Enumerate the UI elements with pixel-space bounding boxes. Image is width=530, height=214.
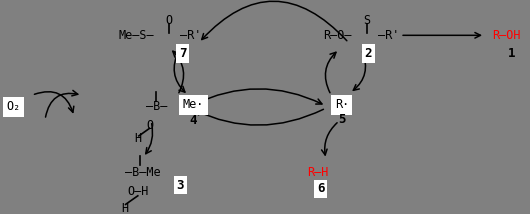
Text: –B–: –B– <box>146 101 167 113</box>
Text: 6: 6 <box>317 183 324 195</box>
Text: Me–S–: Me–S– <box>119 29 155 42</box>
Text: R–H: R–H <box>307 166 329 179</box>
Text: R–O–: R–O– <box>323 29 352 42</box>
Text: R–OH: R–OH <box>492 29 520 42</box>
Text: R·: R· <box>335 98 349 111</box>
Text: O: O <box>146 119 153 132</box>
Text: Me·: Me· <box>183 98 204 111</box>
Text: –R': –R' <box>378 29 399 42</box>
Text: 5: 5 <box>338 113 346 126</box>
Text: 3: 3 <box>176 179 184 192</box>
Text: 4: 4 <box>190 114 197 127</box>
Text: S: S <box>364 14 371 27</box>
Text: O: O <box>165 14 172 27</box>
Text: H: H <box>134 132 142 144</box>
Text: 7: 7 <box>179 47 187 60</box>
Text: O–H: O–H <box>127 185 148 198</box>
Text: –B–Me: –B–Me <box>125 166 161 179</box>
Text: 2: 2 <box>365 47 372 60</box>
Text: 1: 1 <box>508 47 515 60</box>
Text: –R': –R' <box>180 29 201 42</box>
Text: O₂: O₂ <box>6 101 20 113</box>
Text: H: H <box>121 202 128 214</box>
